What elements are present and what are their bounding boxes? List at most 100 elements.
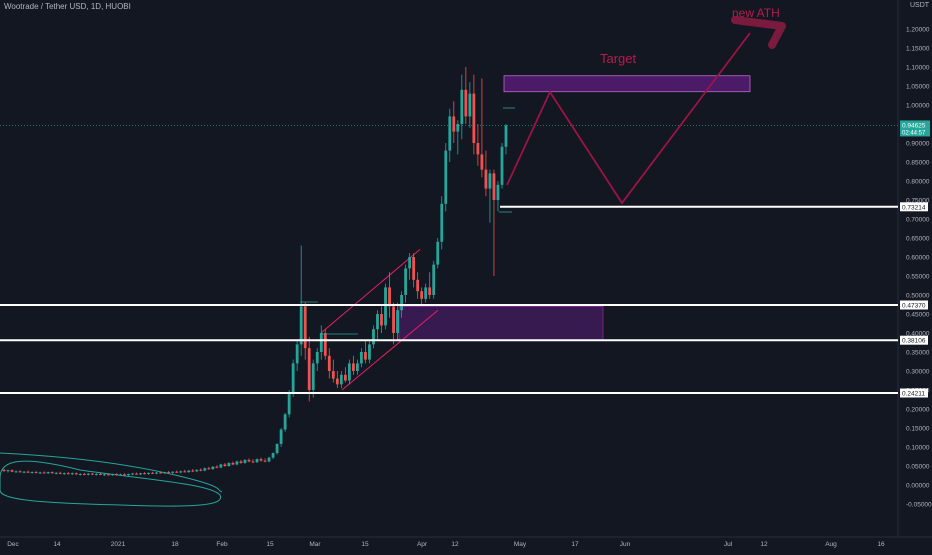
candle-body <box>452 116 456 132</box>
candle <box>291 359 295 397</box>
candle-body <box>303 306 307 349</box>
y-tick-label: 0.35000 <box>906 350 930 357</box>
candle-body <box>412 257 416 280</box>
candle-body <box>396 310 399 333</box>
candle <box>456 120 460 155</box>
candle-body <box>388 287 391 307</box>
candle <box>195 469 199 473</box>
candle-body <box>404 268 407 295</box>
y-tick-label: 0.80000 <box>906 179 930 186</box>
candle-body <box>416 279 420 292</box>
y-tick-label: 0.00000 <box>906 483 930 490</box>
candle <box>151 471 154 474</box>
candle-body <box>82 473 86 475</box>
candle-body <box>94 473 98 475</box>
level-label-text: 0.24211 <box>902 390 925 397</box>
candle <box>351 355 355 375</box>
y-tick-label: 0.60000 <box>906 255 930 262</box>
x-tick-label: 2021 <box>111 541 126 548</box>
y-tick-label: 0.55000 <box>906 274 930 281</box>
candle-body <box>347 363 351 381</box>
time-axis-ticks: Dec 14 2021 18 Feb 15 Mar 15 Apr 12 May 17 Jun Jul 12 A… <box>7 541 885 548</box>
candle <box>175 470 179 473</box>
candle-body <box>299 306 303 345</box>
candle <box>440 196 444 250</box>
candle-body <box>384 287 387 326</box>
target-label: Target <box>600 51 637 66</box>
x-tick-label: 15 <box>266 541 274 548</box>
x-tick-label: 18 <box>171 541 179 548</box>
candle-body <box>78 473 82 475</box>
candle-body <box>30 472 34 474</box>
y-tick-label: 0.40000 <box>906 331 930 338</box>
y-tick-label: 0.10000 <box>906 445 930 452</box>
candle-body <box>488 173 492 189</box>
candle-body <box>492 173 496 200</box>
candle <box>98 472 102 476</box>
candle-body <box>472 93 476 143</box>
candle-body <box>199 469 203 471</box>
candle <box>504 124 508 155</box>
candle <box>143 472 146 475</box>
candle-body <box>34 472 38 474</box>
candle <box>135 472 138 475</box>
candle <box>299 245 303 356</box>
candle <box>111 473 114 476</box>
candle-body <box>420 291 424 299</box>
candle <box>263 458 267 463</box>
candle <box>500 143 504 189</box>
candle <box>42 471 46 474</box>
moving-average-line <box>0 452 223 493</box>
projection-path <box>506 32 751 205</box>
candle <box>243 459 247 464</box>
candle <box>2 469 6 473</box>
currency-label: USDT <box>910 2 930 9</box>
candle-body <box>327 355 331 371</box>
candle <box>480 78 484 178</box>
candle-body <box>167 472 171 474</box>
candle <box>380 306 383 333</box>
candle-body <box>460 89 464 124</box>
candle-body <box>239 461 243 463</box>
candle <box>420 287 424 307</box>
candle <box>227 462 231 467</box>
candle <box>432 260 436 299</box>
candle <box>368 340 371 364</box>
candle <box>115 473 118 476</box>
candle-body <box>223 464 227 466</box>
candle <box>147 472 150 475</box>
candle <box>436 238 440 269</box>
level-label-box <box>900 335 928 345</box>
candle-body <box>135 473 138 475</box>
candle-body <box>267 457 271 462</box>
candle-body <box>38 472 42 474</box>
candle-body <box>263 460 267 462</box>
candle <box>235 460 239 466</box>
candle-body <box>255 459 259 463</box>
candle <box>127 473 130 476</box>
candle <box>331 359 335 383</box>
candle-body <box>376 314 379 330</box>
candle-body <box>259 459 263 461</box>
candle-body <box>22 471 26 473</box>
candle <box>54 472 58 475</box>
candle-body <box>119 474 122 476</box>
candle <box>404 264 407 303</box>
candle <box>343 367 347 383</box>
x-tick-label: 12 <box>451 541 459 548</box>
x-tick-label: 12 <box>760 541 768 548</box>
y-tick-label: 0.65000 <box>906 236 930 243</box>
candle <box>452 101 456 143</box>
candle <box>107 473 110 476</box>
candle <box>70 472 74 476</box>
level-label-box <box>900 388 928 398</box>
candle-body <box>351 363 355 371</box>
candle-body <box>227 462 231 466</box>
candle <box>90 472 94 476</box>
candle-body <box>368 344 371 360</box>
candle <box>103 473 106 476</box>
x-tick-label: 14 <box>53 541 61 548</box>
candle <box>488 169 492 223</box>
candle-body <box>187 470 191 473</box>
